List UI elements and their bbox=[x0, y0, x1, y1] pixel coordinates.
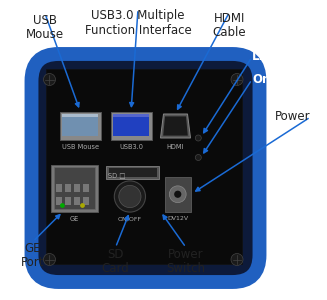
Circle shape bbox=[43, 74, 56, 86]
Bar bbox=[56, 196, 62, 205]
Bar bbox=[62, 115, 98, 136]
Circle shape bbox=[114, 181, 146, 212]
Bar bbox=[111, 112, 151, 140]
Text: GE: GE bbox=[69, 216, 79, 222]
Text: USB3.0 Multiple
Function Interface: USB3.0 Multiple Function Interface bbox=[85, 9, 191, 37]
FancyBboxPatch shape bbox=[31, 54, 260, 282]
Bar bbox=[75, 184, 80, 192]
Circle shape bbox=[231, 74, 243, 86]
Text: USB Mouse: USB Mouse bbox=[61, 144, 99, 150]
Bar bbox=[113, 114, 149, 117]
Bar bbox=[46, 69, 242, 264]
Bar bbox=[109, 168, 157, 177]
Bar bbox=[107, 166, 159, 178]
Bar bbox=[56, 184, 62, 192]
Bar bbox=[83, 184, 89, 192]
Text: HDMI
Cable: HDMI Cable bbox=[213, 12, 246, 40]
Text: Power
Switch: Power Switch bbox=[166, 248, 205, 275]
Bar bbox=[165, 177, 191, 212]
Text: On/Off: On/Off bbox=[252, 73, 295, 86]
Text: USB
Mouse: USB Mouse bbox=[26, 14, 64, 41]
Circle shape bbox=[195, 135, 201, 141]
Circle shape bbox=[174, 191, 181, 198]
Circle shape bbox=[43, 254, 56, 266]
Text: DV12V: DV12V bbox=[167, 216, 188, 221]
Text: SD
Card: SD Card bbox=[102, 248, 129, 275]
Bar bbox=[51, 165, 97, 211]
Text: Power: Power bbox=[275, 110, 311, 124]
Bar bbox=[60, 112, 100, 140]
Bar bbox=[54, 167, 95, 208]
Circle shape bbox=[60, 203, 65, 208]
Text: HDMI: HDMI bbox=[167, 144, 184, 150]
Circle shape bbox=[231, 254, 243, 266]
Circle shape bbox=[195, 154, 201, 160]
Bar bbox=[65, 184, 71, 192]
Bar bbox=[65, 196, 71, 205]
Circle shape bbox=[169, 186, 186, 203]
Bar bbox=[75, 196, 80, 205]
Text: GE
Port: GE Port bbox=[21, 242, 45, 269]
Text: ON/OFF: ON/OFF bbox=[118, 217, 142, 222]
Text: LED: LED bbox=[252, 50, 277, 64]
Polygon shape bbox=[161, 114, 191, 138]
Polygon shape bbox=[163, 116, 188, 136]
Text: SD □: SD □ bbox=[108, 172, 126, 178]
Bar bbox=[83, 196, 89, 205]
Text: USB3.0: USB3.0 bbox=[119, 144, 143, 150]
Bar bbox=[113, 115, 149, 136]
Bar bbox=[62, 114, 98, 117]
Circle shape bbox=[80, 203, 85, 208]
Circle shape bbox=[119, 185, 141, 208]
